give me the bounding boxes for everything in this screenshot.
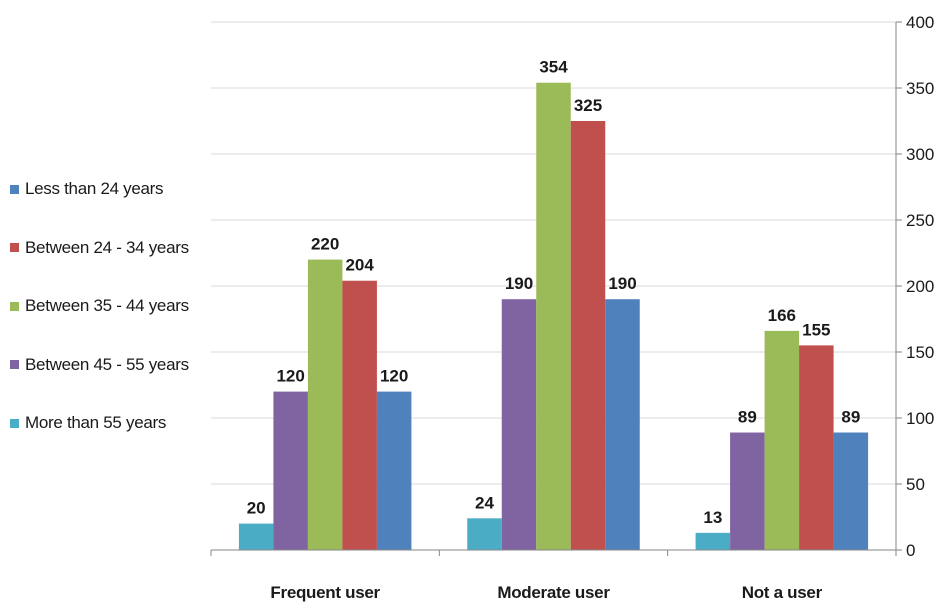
legend-item: Less than 24 years xyxy=(10,178,210,200)
legend-swatch xyxy=(10,301,19,311)
bar xyxy=(342,280,377,550)
legend-label: Between 45 - 55 years xyxy=(25,354,189,374)
data-label: 120 xyxy=(380,367,408,386)
legend-label: Less than 24 years xyxy=(25,179,164,198)
legend-label: Between 24 - 34 years xyxy=(25,237,189,257)
legend-item: Between 45 - 55 years xyxy=(10,354,210,376)
bar xyxy=(273,391,308,550)
legend-item: Between 24 - 34 years xyxy=(10,237,210,259)
bars xyxy=(238,82,869,550)
data-label: 190 xyxy=(608,274,636,293)
bar xyxy=(605,299,640,550)
legend-label: More than 55 years xyxy=(25,413,167,432)
bar xyxy=(833,432,869,550)
data-label: 120 xyxy=(276,367,304,386)
data-label: 89 xyxy=(841,408,860,427)
bar xyxy=(376,391,412,550)
y-tick-label: 350 xyxy=(906,79,934,98)
legend-swatch xyxy=(10,243,19,252)
legend-swatch xyxy=(10,418,19,428)
bar xyxy=(799,345,834,550)
y-tick-label: 300 xyxy=(906,145,934,164)
bar xyxy=(764,330,800,550)
data-label: 166 xyxy=(768,306,796,325)
y-tick-label: 100 xyxy=(906,409,934,428)
y-tick-label: 400 xyxy=(906,13,934,32)
x-tick-label: Frequent user xyxy=(270,583,380,602)
data-label: 20 xyxy=(247,499,266,518)
legend-item: More than 55 years xyxy=(10,412,210,434)
data-label: 220 xyxy=(311,235,339,254)
y-tick-label: 50 xyxy=(906,475,925,494)
legend-swatch xyxy=(10,184,19,194)
bar xyxy=(730,432,765,550)
data-labels: 20 120 220 204 120 24 190 354 325 190 13 89 166 155 89 xyxy=(247,58,861,527)
data-label: 89 xyxy=(738,408,757,427)
legend: Less than 24 years Between 24 - 34 years… xyxy=(10,178,210,471)
bar xyxy=(501,299,537,550)
y-tick-label: 150 xyxy=(906,343,934,362)
bar xyxy=(467,518,502,550)
data-label: 24 xyxy=(475,493,494,512)
bar xyxy=(570,121,606,550)
bar xyxy=(536,82,571,550)
legend-swatch xyxy=(10,360,19,369)
data-label: 325 xyxy=(574,96,602,115)
data-label: 190 xyxy=(505,274,533,293)
y-tick-label: 250 xyxy=(906,211,934,230)
axes xyxy=(210,21,902,556)
legend-label: Between 35 - 44 years xyxy=(25,296,189,315)
y-tick-label: 200 xyxy=(906,277,934,296)
data-label: 204 xyxy=(345,256,374,275)
data-label: 155 xyxy=(802,320,830,339)
bar xyxy=(307,259,343,550)
y-axis-ticks: 0 50 100 150 200 250 300 350 400 xyxy=(906,13,934,560)
bar xyxy=(695,532,731,550)
x-tick-label: Not a user xyxy=(742,583,823,602)
data-label: 354 xyxy=(539,58,568,77)
x-axis-ticks: Frequent user Moderate user Not a user xyxy=(270,583,822,602)
x-tick-label: Moderate user xyxy=(497,583,610,602)
data-label: 13 xyxy=(703,508,722,527)
legend-item: Between 35 - 44 years xyxy=(10,295,210,317)
bar xyxy=(238,523,274,550)
y-tick-label: 0 xyxy=(906,541,915,560)
